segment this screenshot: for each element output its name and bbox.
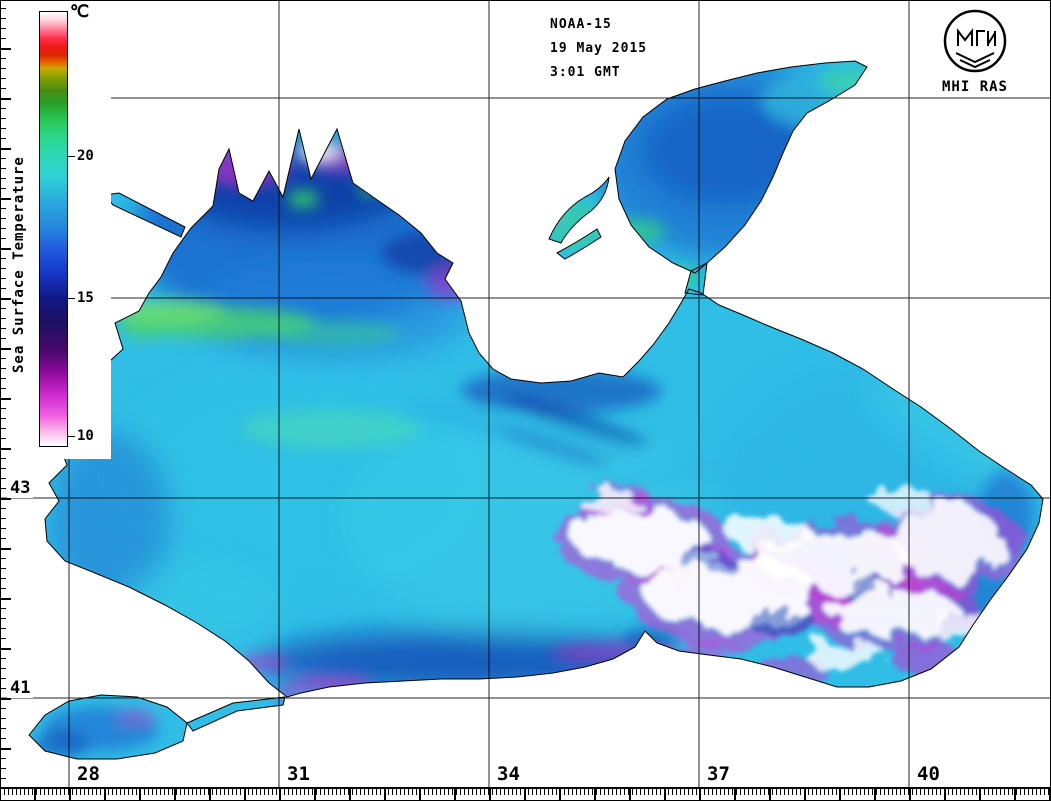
longitude-major-ticks (1, 789, 1050, 800)
colorbar-tick-label-15: 15 (77, 290, 94, 306)
colorbar-tick-label-20: 20 (77, 148, 94, 164)
mhi-ras-label: MHI RAS (941, 79, 1008, 95)
capture-date: 19 May 2015 (550, 41, 648, 56)
satellite-annotation: NOAA-15 19 May 2015 3:01 GMT (550, 13, 647, 85)
colorbar-title: Sea Surface Temperature (11, 156, 27, 373)
colorbar-panel: ℃ Sea Surface Temperature 20 15 10 (1, 1, 111, 459)
latitude-label-41: 41 (7, 678, 34, 698)
longitude-tick-ruler (1, 787, 1050, 800)
longitude-label-28: 28 (75, 763, 102, 785)
colorbar-tick-mark (67, 298, 75, 299)
longitude-label-31: 31 (285, 763, 312, 785)
colorbar-unit: ℃ (70, 2, 90, 22)
latitude-major-ticks (1, 1, 11, 787)
latitude-tick-ruler (1, 1, 13, 787)
capture-time: 3:01 GMT (550, 65, 621, 80)
cloud-and-cold-fringe-overlay (555, 483, 1026, 681)
colorbar-gradient (39, 11, 68, 447)
satellite-name: NOAA-15 (550, 17, 612, 32)
longitude-label-34: 34 (495, 763, 522, 785)
latitude-label-43: 43 (7, 478, 34, 498)
longitude-label-40: 40 (915, 763, 942, 785)
colorbar-tick-mark (67, 156, 75, 157)
colorbar-tick-label-10: 10 (77, 428, 94, 444)
longitude-label-37: 37 (705, 763, 732, 785)
mhi-ras-logo-icon (943, 9, 1007, 73)
colorbar-tick-mark (67, 436, 75, 437)
